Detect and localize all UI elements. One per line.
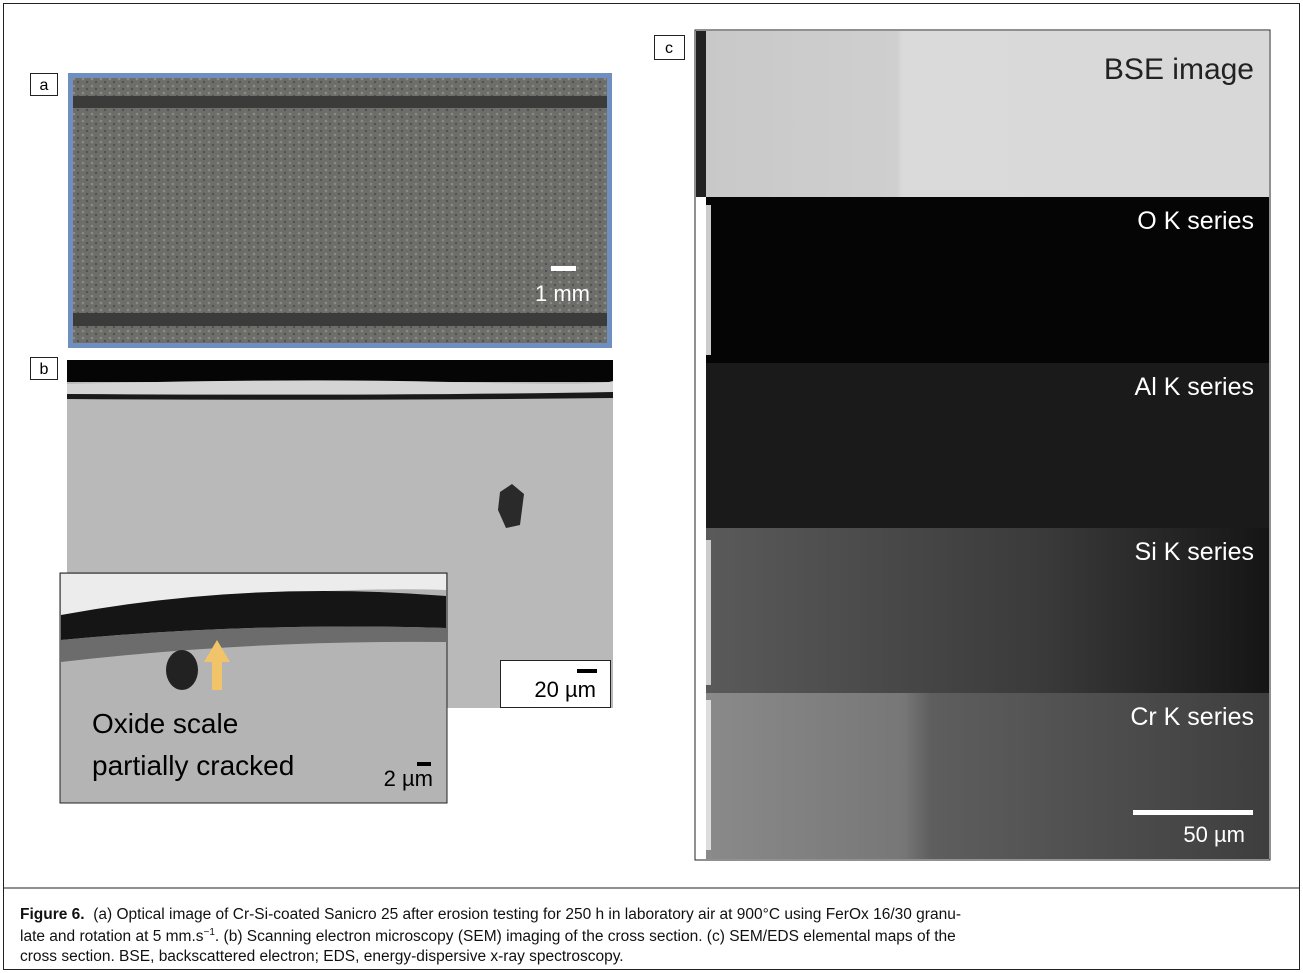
optical-image — [73, 78, 607, 343]
map-label: O K series — [1137, 207, 1254, 235]
scale-label: 2 µm — [384, 766, 433, 791]
map-edge — [706, 205, 711, 355]
scale-bar — [551, 266, 576, 271]
caption-line: cross section. BSE, backscattered electr… — [20, 948, 624, 966]
scale-label: 50 µm — [1183, 822, 1245, 847]
caption-text: (a) Optical image of Cr-Si-coated Sanicr… — [93, 906, 961, 923]
page: a 1 mm b 20 µm Oxide scale partially cra… — [0, 0, 1303, 973]
annotation: Oxide scale — [92, 708, 238, 739]
figure: a 1 mm b 20 µm Oxide scale partially cra… — [0, 0, 1303, 973]
caption-text: late and rotation at 5 mm.s — [20, 928, 204, 945]
panel-label: a — [40, 77, 49, 94]
scale-label: 20 µm — [534, 677, 596, 702]
caption-text: . (b) Scanning electron microscopy (SEM)… — [215, 928, 956, 945]
mount-region — [67, 360, 613, 382]
map-label: BSE image — [1104, 53, 1254, 86]
scale-bar — [1133, 810, 1253, 815]
map-label: Al K series — [1135, 373, 1254, 401]
pore — [166, 650, 198, 690]
panel-label: c — [665, 40, 673, 57]
caption-superscript: −1 — [204, 927, 215, 938]
caption-label: Figure 6. — [20, 906, 85, 923]
scale-bar — [577, 669, 597, 673]
caption-line: late and rotation at 5 mm.s−1. (b) Scann… — [20, 927, 956, 946]
caption-text: cross section. BSE, backscattered electr… — [20, 948, 624, 965]
map-edge — [706, 540, 711, 685]
edge-band — [73, 313, 607, 326]
panel-label: b — [40, 361, 49, 378]
map-edge — [706, 700, 711, 850]
map-label: Si K series — [1135, 538, 1254, 566]
edge-band — [73, 96, 607, 108]
scale-label: 1 mm — [535, 281, 590, 306]
map-label: Cr K series — [1130, 703, 1254, 731]
map-edge — [696, 31, 706, 197]
annotation: partially cracked — [92, 750, 294, 781]
caption-line: Figure 6. (a) Optical image of Cr-Si-coa… — [20, 906, 961, 924]
